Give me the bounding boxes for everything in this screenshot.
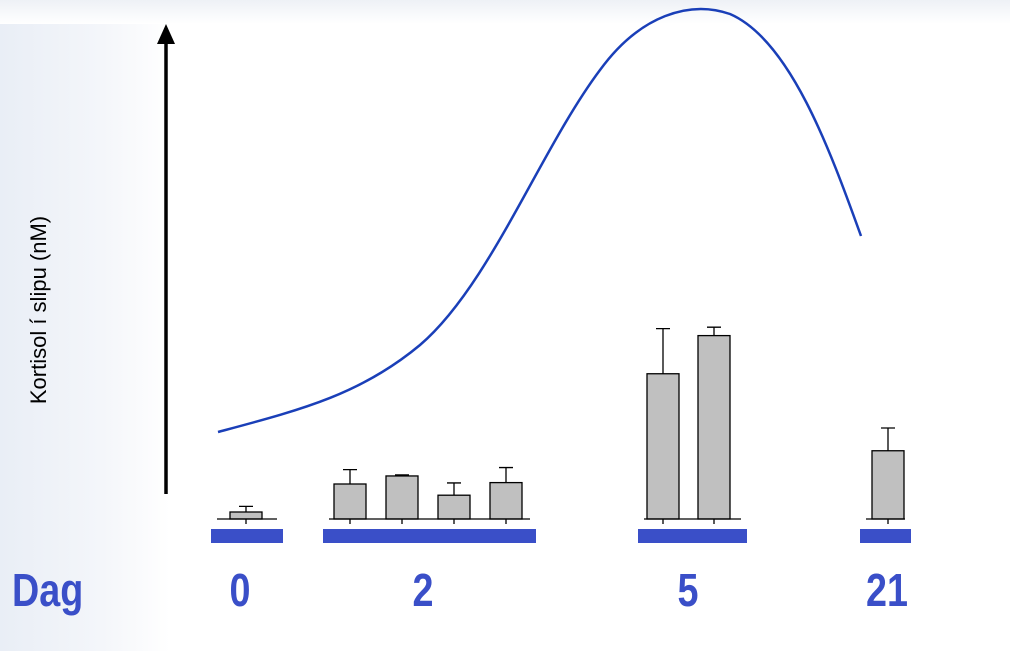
day-tick-label-5: 5 [677, 564, 699, 616]
slide-background-left [0, 0, 170, 651]
bar-day2-3 [437, 494, 471, 520]
day-axis-label: Dag [12, 564, 84, 616]
slide-background-top [0, 0, 1010, 24]
error-bar-day5-2 [707, 326, 721, 336]
day-bar-0 [211, 529, 283, 543]
bar-day2-2 [385, 475, 419, 520]
error-bar-day0-1 [239, 505, 253, 512]
y-axis-arrow [157, 24, 175, 494]
bar-day21-1 [871, 450, 905, 520]
day-tick-label-2: 2 [412, 564, 434, 616]
error-bar-day21-1 [881, 427, 895, 451]
bar-day0-1 [229, 511, 263, 520]
day-tick-label-21: 21 [866, 564, 908, 616]
day-bar-5 [638, 529, 747, 543]
bar-day5-2 [697, 334, 731, 520]
error-bar-day2-4 [499, 466, 513, 483]
bar-day5-1 [646, 373, 680, 520]
y-axis-label: Kortisol í slipu (nM) [26, 215, 51, 405]
error-bar-day2-1 [343, 469, 357, 484]
error-bar-day5-1 [656, 327, 670, 374]
day-bar-21 [860, 529, 911, 543]
error-bar-day2-3 [447, 482, 461, 496]
day-tick-label-0: 0 [229, 564, 251, 616]
bar-day2-1 [333, 483, 367, 520]
day-bar-2 [323, 529, 536, 543]
bar-day2-4 [489, 481, 523, 520]
trend-line [217, 7, 863, 434]
